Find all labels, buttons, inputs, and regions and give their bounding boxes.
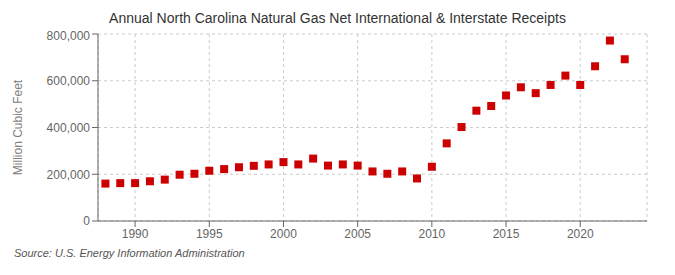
- svg-text:400,000: 400,000: [47, 121, 91, 135]
- svg-text:1995: 1995: [196, 227, 223, 241]
- svg-text:2000: 2000: [270, 227, 297, 241]
- html-text:Source: U.S. Energy Informatio: Source: U.S. Energy Information Administ…: [14, 247, 245, 259]
- svg-text:600,000: 600,000: [47, 74, 91, 88]
- svg-text:2005: 2005: [344, 227, 371, 241]
- svg-text:1990: 1990: [122, 227, 149, 241]
- svg-text:200,000: 200,000: [47, 168, 91, 182]
- svg-text:800,000: 800,000: [47, 29, 91, 43]
- svg-text:2020: 2020: [567, 227, 594, 241]
- html-text:Annual North Carolina Natural: Annual North Carolina Natural Gas Net In…: [109, 10, 566, 26]
- svg-text:2010: 2010: [418, 227, 445, 241]
- svg-text:0: 0: [83, 214, 90, 228]
- svg-text:Million Cubic Feet: Million Cubic Feet: [11, 79, 25, 175]
- svg-text:2015: 2015: [493, 227, 520, 241]
